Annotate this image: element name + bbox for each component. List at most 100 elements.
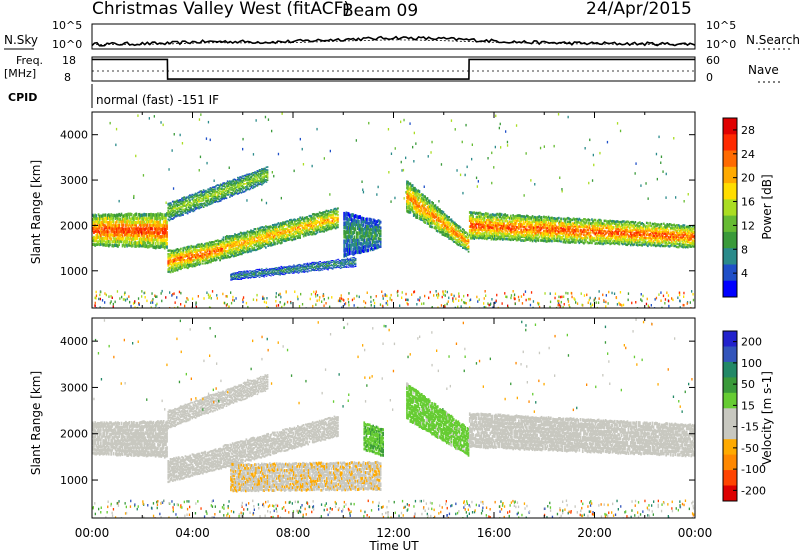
data-cell: [456, 232, 458, 235]
data-cell: [265, 181, 268, 183]
data-cell: [235, 247, 237, 250]
data-cell: [300, 224, 303, 227]
data-cell: [206, 248, 209, 251]
data-cell: [489, 231, 492, 234]
data-cell: [253, 172, 255, 174]
data-cell: [486, 229, 488, 233]
data-cell: [284, 221, 287, 224]
data-cell: [246, 239, 249, 242]
data-cell: [237, 272, 239, 274]
data-cell: [268, 240, 271, 243]
data-cell: [358, 241, 360, 246]
data-cell: [411, 199, 414, 203]
data-cell: [140, 227, 142, 231]
data-cell: [352, 261, 355, 263]
data-cell: [506, 222, 509, 225]
data-cell: [350, 235, 352, 240]
data-cell: [468, 229, 471, 232]
data-cell: [502, 220, 504, 223]
data-cell: [257, 180, 260, 182]
data-cell: [103, 213, 106, 217]
data-cell: [218, 257, 220, 260]
data-cell: [347, 262, 350, 264]
data-cell: [360, 216, 363, 221]
data-cell: [299, 270, 302, 272]
data-cell: [181, 265, 183, 268]
data-cell: [297, 218, 299, 221]
data-cell: [174, 264, 177, 267]
data-cell: [201, 205, 204, 207]
data-cell: [326, 210, 329, 213]
data-cell: [249, 230, 251, 233]
data-cell: [264, 170, 267, 173]
data-cell: [255, 233, 258, 236]
data-cell: [506, 220, 509, 223]
data-cell: [291, 232, 293, 235]
data-cell: [476, 228, 479, 232]
data-cell: [142, 213, 144, 217]
data-cell: [434, 225, 437, 228]
data-cell: [411, 195, 414, 199]
data-cell: [208, 188, 211, 191]
data-cell: [460, 239, 463, 242]
data-cell: [282, 274, 285, 276]
data-cell: [226, 193, 229, 196]
data-cell: [270, 235, 273, 239]
data-cell: [210, 255, 212, 258]
data-cell: [167, 249, 170, 252]
data-cell: [218, 249, 220, 252]
data-cell: [248, 273, 251, 275]
data-cell: [165, 227, 167, 232]
data-cell: [226, 254, 228, 257]
data-cell: [168, 207, 171, 210]
data-cell: [174, 261, 177, 264]
data-cell: [363, 240, 366, 245]
data-cell: [215, 190, 217, 193]
data-cell: [336, 264, 339, 266]
data-cell: [290, 223, 292, 226]
data-cell: [208, 252, 211, 255]
data-cell: [187, 202, 190, 205]
data-cell: [419, 198, 422, 202]
data-cell: [454, 223, 456, 226]
data-cell: [463, 237, 465, 240]
data-cell: [279, 270, 281, 272]
data-cell: [157, 227, 159, 232]
data-cell: [440, 226, 442, 229]
data-cell: [215, 239, 218, 242]
data-cell: [187, 201, 190, 204]
data-cell: [217, 186, 220, 189]
data-cell: [264, 180, 267, 183]
data-cell: [124, 227, 126, 231]
data-cell: [230, 275, 232, 277]
data-cell: [450, 218, 453, 221]
data-cell: [198, 249, 201, 252]
data-cell: [184, 254, 187, 257]
data-cell: [248, 180, 251, 183]
data-cell: [334, 263, 336, 264]
data-cell: [307, 268, 310, 270]
data-cell: [241, 274, 244, 276]
data-cell: [146, 237, 149, 241]
data-cell: [457, 235, 460, 238]
data-cell: [235, 277, 238, 279]
data-cell: [249, 232, 251, 235]
data-cell: [135, 223, 138, 228]
data-cell: [173, 207, 175, 210]
data-cell: [121, 234, 124, 238]
data-cell: [258, 241, 260, 244]
data-cell: [221, 184, 223, 186]
data-cell: [412, 188, 415, 192]
data-cell: [97, 235, 100, 239]
data-cell: [308, 233, 311, 236]
data-cell: [428, 219, 431, 222]
data-cell: [454, 225, 456, 228]
data-cell: [496, 212, 498, 216]
data-cell: [447, 229, 449, 232]
data-cell: [330, 267, 333, 269]
data-cell: [372, 225, 375, 229]
data-cell: [499, 232, 502, 235]
data-cell: [310, 218, 313, 221]
data-cell: [343, 248, 345, 253]
data-cell: [261, 237, 264, 240]
